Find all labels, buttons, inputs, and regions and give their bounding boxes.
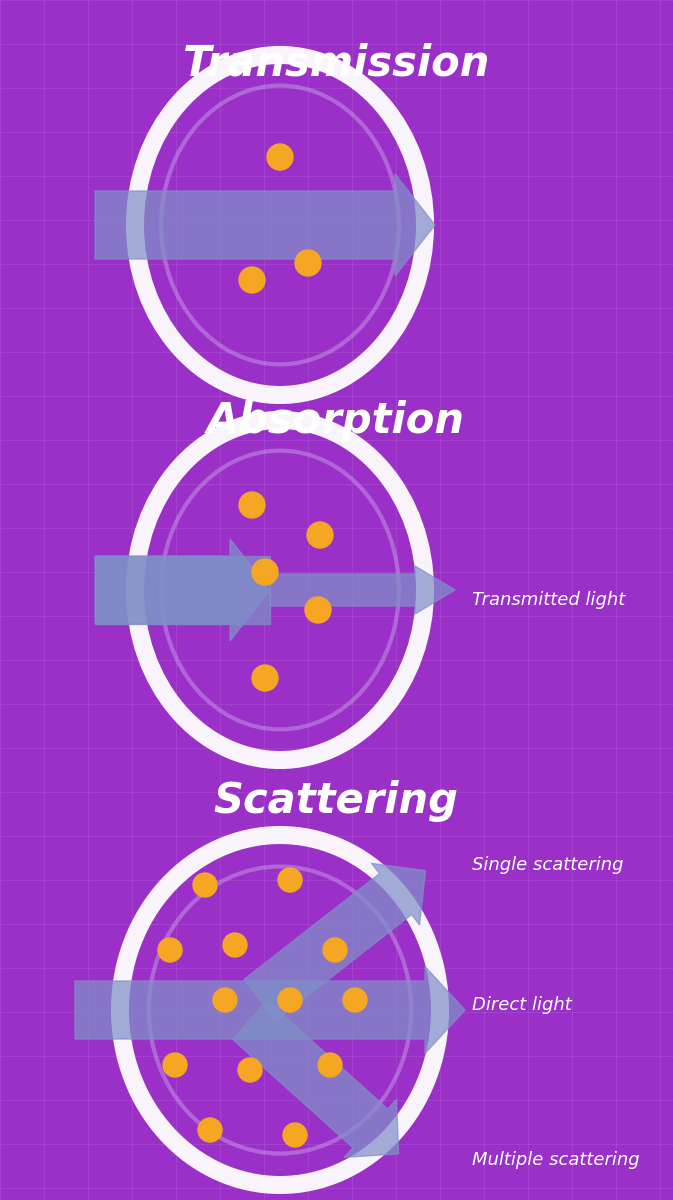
Text: Scattering: Scattering — [213, 780, 458, 822]
Text: Direct light: Direct light — [472, 996, 572, 1014]
Circle shape — [305, 596, 331, 623]
Circle shape — [252, 665, 278, 691]
Circle shape — [193, 874, 217, 898]
Text: Transmission: Transmission — [183, 42, 489, 84]
Text: Transmitted light: Transmitted light — [472, 590, 625, 608]
Text: Single scattering: Single scattering — [472, 856, 623, 874]
Circle shape — [307, 522, 333, 548]
Circle shape — [198, 1118, 222, 1142]
Circle shape — [239, 266, 265, 293]
FancyArrow shape — [244, 863, 425, 1020]
Circle shape — [278, 988, 302, 1012]
Circle shape — [267, 144, 293, 170]
Circle shape — [158, 938, 182, 962]
Circle shape — [283, 1123, 307, 1147]
Text: Absorption: Absorption — [207, 400, 465, 442]
Text: Multiple scattering: Multiple scattering — [472, 1151, 639, 1169]
Circle shape — [295, 250, 321, 276]
Circle shape — [213, 988, 237, 1012]
Circle shape — [239, 492, 265, 518]
Circle shape — [278, 868, 302, 892]
Circle shape — [318, 1054, 342, 1078]
Circle shape — [223, 934, 247, 958]
FancyArrow shape — [95, 174, 435, 276]
Circle shape — [323, 938, 347, 962]
Circle shape — [163, 1054, 187, 1078]
FancyArrow shape — [95, 539, 270, 641]
FancyArrow shape — [270, 566, 455, 614]
FancyArrow shape — [75, 966, 465, 1054]
Circle shape — [238, 1058, 262, 1082]
Circle shape — [343, 988, 367, 1012]
Bar — [95, 556, 270, 624]
FancyArrow shape — [233, 1001, 398, 1157]
Circle shape — [252, 559, 278, 584]
